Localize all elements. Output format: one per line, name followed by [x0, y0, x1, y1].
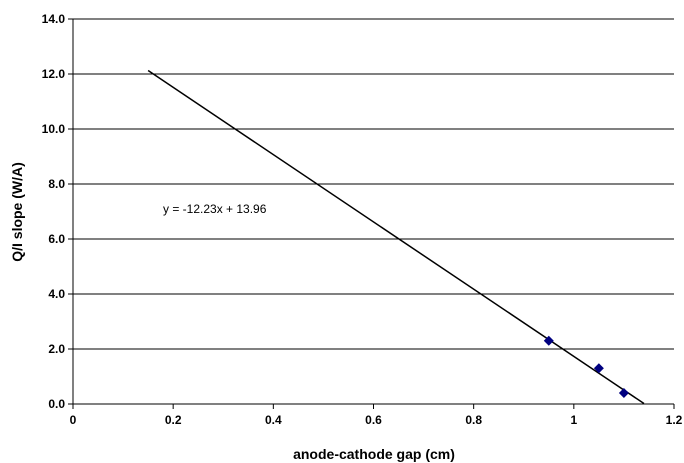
y-tick-label: 2.0 — [48, 342, 65, 356]
x-tick-label: 0.2 — [165, 413, 182, 427]
data-point — [618, 388, 629, 398]
x-tick-label: 0 — [70, 413, 77, 427]
x-tick-label: 0.4 — [265, 413, 282, 427]
trendline — [147, 69, 645, 405]
y-tick-label: 4.0 — [48, 287, 65, 301]
data-point — [593, 363, 604, 374]
y-axis-title: Q/I slope (W/A) — [9, 162, 25, 262]
y-tick-label: 14.0 — [42, 12, 66, 26]
x-axis-title: anode-cathode gap (cm) — [293, 446, 455, 462]
x-tick-label: 0.8 — [465, 413, 482, 427]
y-tick-label: 8.0 — [48, 177, 65, 191]
y-tick-label: 6.0 — [48, 232, 65, 246]
trendline-layer — [147, 69, 645, 405]
x-tick-label: 1.2 — [666, 413, 683, 427]
x-tick-label: 1 — [570, 413, 577, 427]
y-tick-label: 0.0 — [48, 397, 65, 411]
y-tick-label: 12.0 — [42, 67, 66, 81]
data-points — [543, 335, 629, 398]
trendline-equation: y = -12.23x + 13.96 — [163, 202, 267, 216]
data-point — [543, 335, 554, 346]
x-tick-label: 0.6 — [365, 413, 382, 427]
y-tick-label: 10.0 — [42, 122, 66, 136]
axes — [68, 18, 675, 409]
grid-lines — [73, 18, 674, 350]
tick-labels: 0.0 2.0 4.0 6.0 8.0 10.0 12.0 14.0 0 0.2 0.4 0.6 0.8… — [42, 12, 683, 427]
